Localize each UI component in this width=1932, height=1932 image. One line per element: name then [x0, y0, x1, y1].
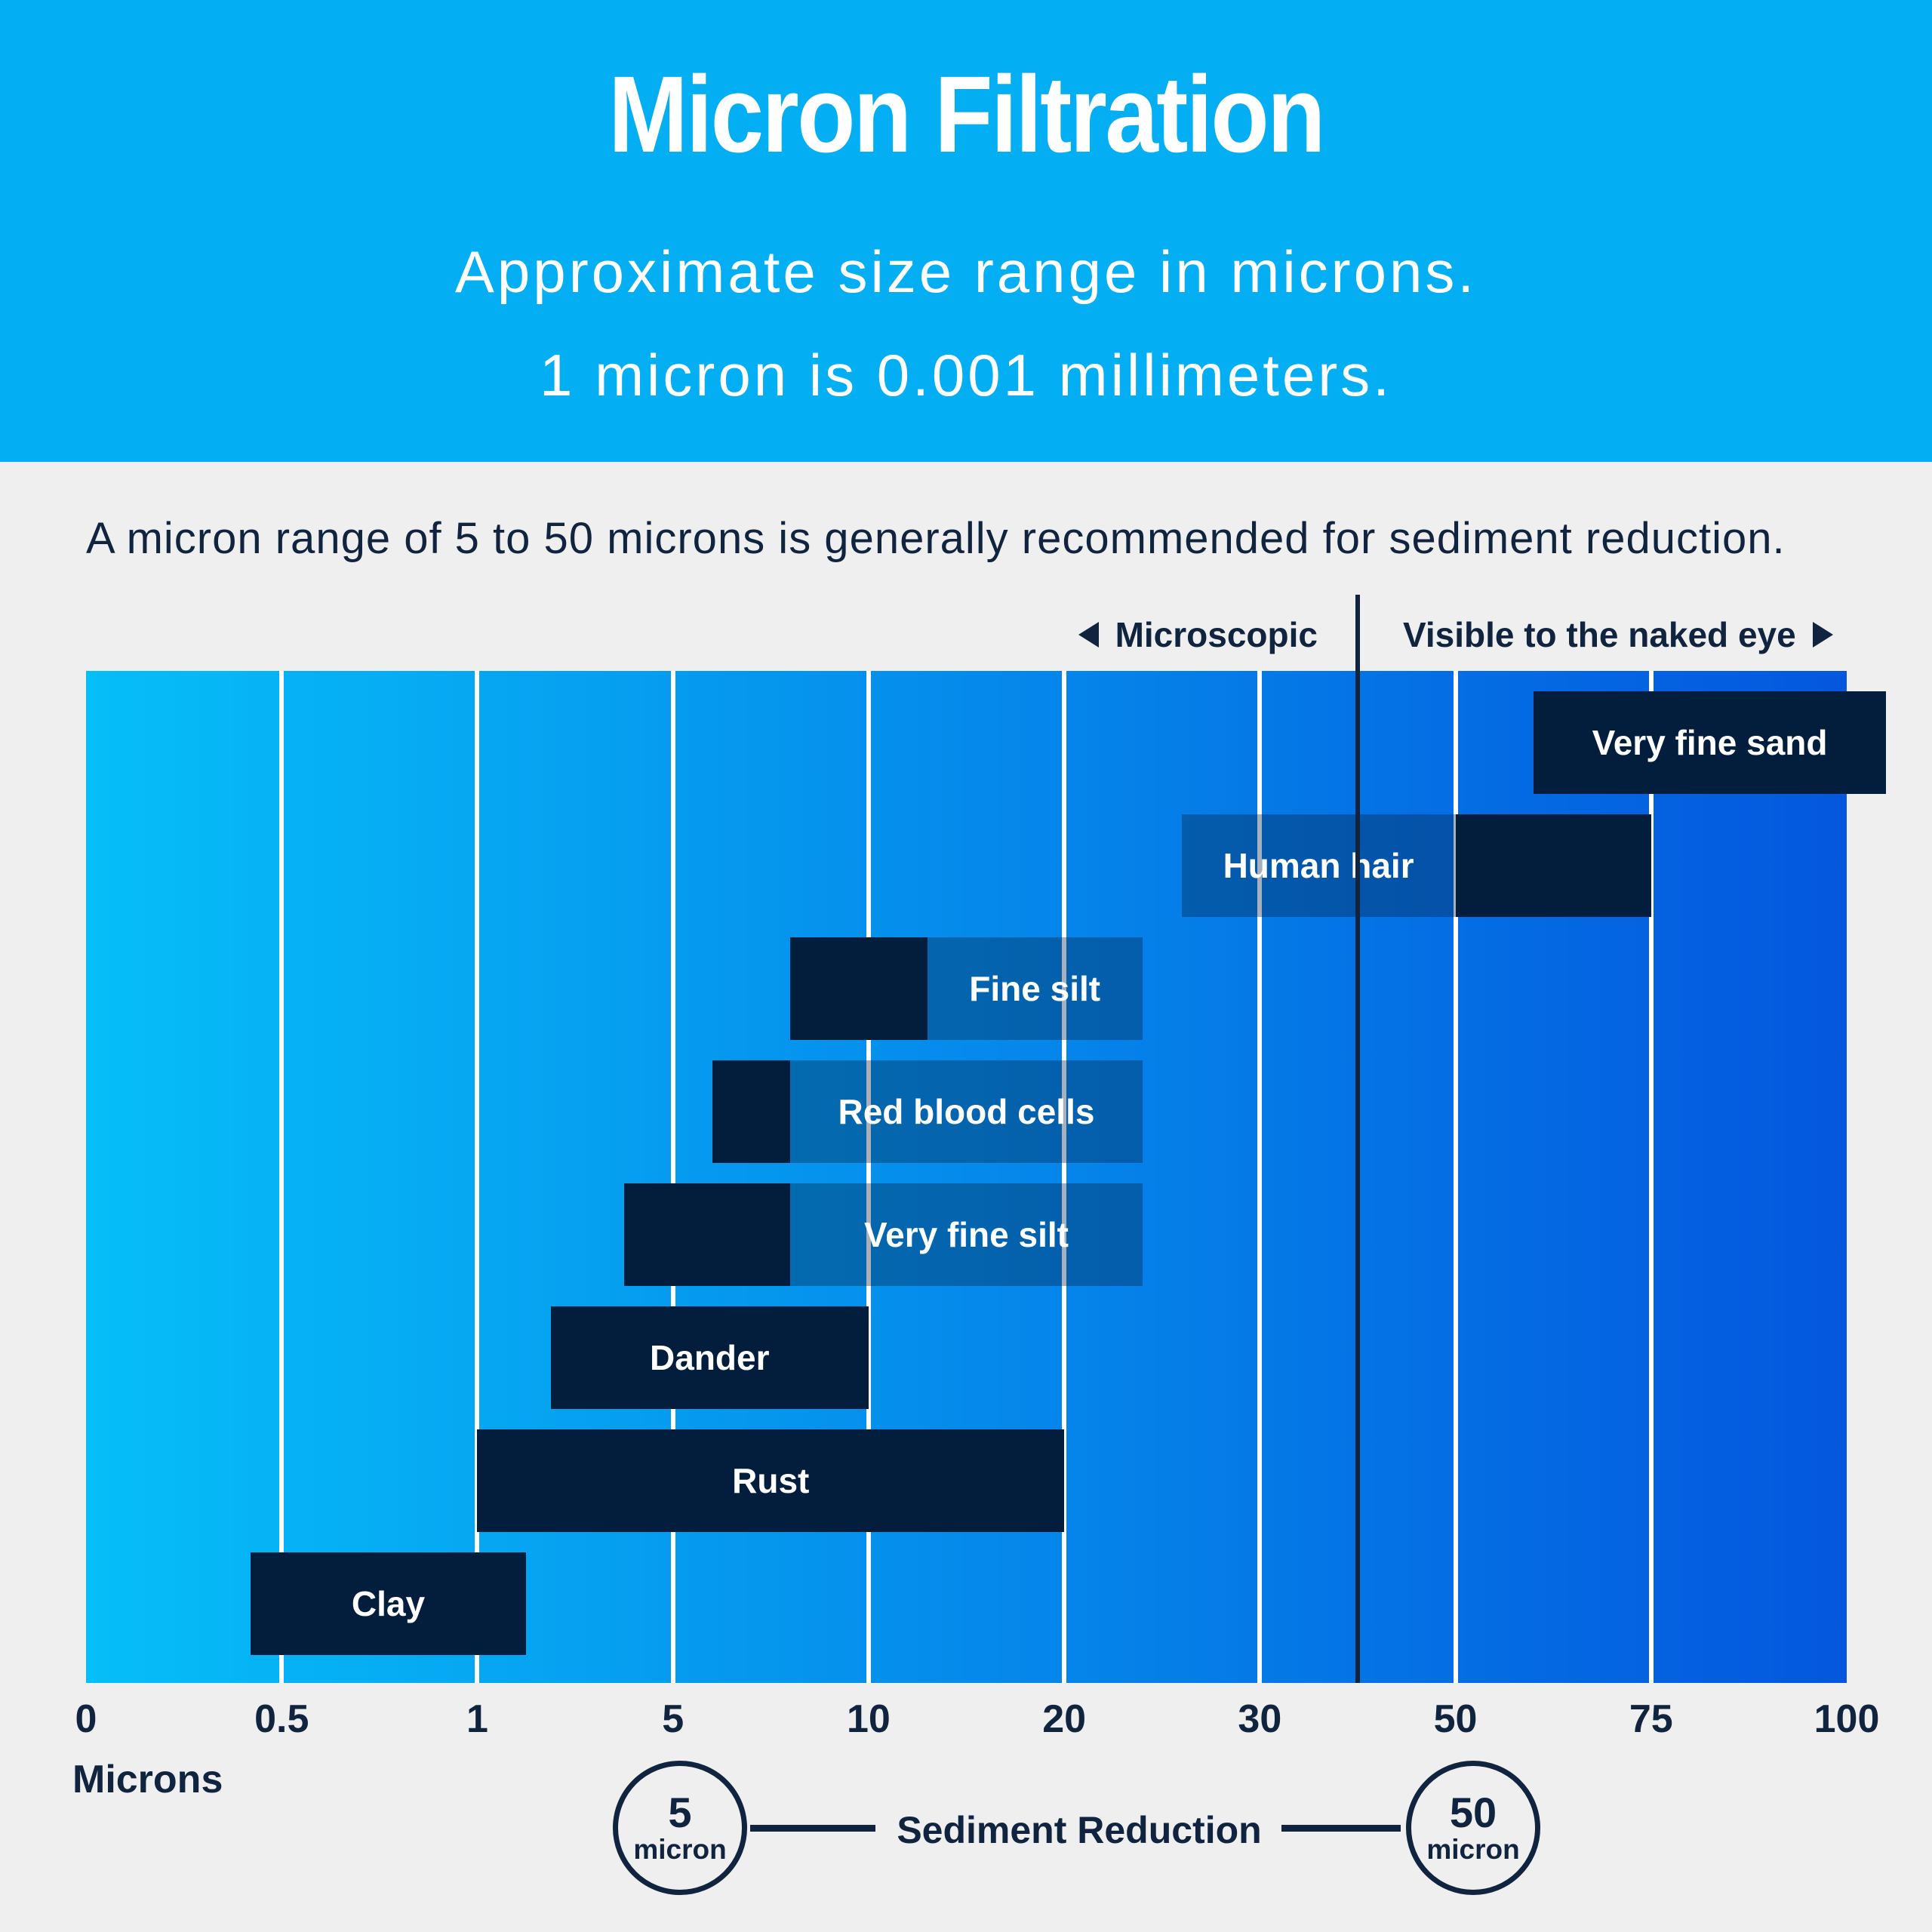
- tick-20: 20: [1042, 1697, 1087, 1741]
- visible-label-text: Visible to the naked eye: [1403, 615, 1796, 654]
- x-axis-ticks: 0 0.5 1 5 10 20 30 50 75 100: [75, 1697, 1880, 1742]
- bar-row-very-fine-silt: Very fine silt: [86, 1183, 1847, 1286]
- tick-50: 50: [1433, 1697, 1478, 1741]
- page-title: Micron Filtration: [608, 54, 1325, 175]
- header-banner: Micron Filtration Approximate size range…: [0, 0, 1932, 462]
- bar-row-clay: Clay: [86, 1552, 1847, 1655]
- bar-segment: [790, 937, 928, 1040]
- micron-range-chart: Very fine sand Human hair Fine silt Red blo…: [86, 671, 1886, 1683]
- bar-row-rust: Rust: [86, 1429, 1847, 1532]
- label-box: Very fine silt: [790, 1183, 1143, 1286]
- gridline-75: [1648, 671, 1654, 1683]
- label-box: Human hair: [1181, 814, 1456, 917]
- bar-row-red-blood-cells: Red blood cells: [86, 1060, 1847, 1163]
- intro-text: A micron range of 5 to 50 microns is gen…: [86, 514, 1786, 563]
- left-arrow-icon: [1078, 622, 1099, 648]
- right-arrow-icon: [1812, 622, 1833, 648]
- subtitle-line-1: Approximate size range in microns.: [454, 238, 1478, 305]
- visible-region-label: Visible to the naked eye: [1403, 613, 1833, 657]
- bar-row-human-hair: Human hair: [86, 814, 1847, 917]
- tick-1: 1: [466, 1697, 488, 1741]
- microscopic-region-label: Microscopic: [1078, 613, 1318, 657]
- bar-segment: Very fine sand: [1534, 691, 1886, 794]
- fifty-micron-value: 50: [1449, 1789, 1497, 1836]
- bar-row-fine-silt: Fine silt: [86, 937, 1847, 1040]
- bar-segment: [1455, 814, 1651, 917]
- tick-100: 100: [1814, 1697, 1880, 1741]
- bar-segment: Clay: [250, 1552, 527, 1655]
- bar-label: Rust: [732, 1461, 810, 1500]
- fifty-micron-unit: micron: [1426, 1834, 1520, 1865]
- tick-5: 5: [662, 1697, 685, 1741]
- bar-segment: [623, 1183, 791, 1286]
- gridline-20: [1062, 671, 1067, 1683]
- legend-connector-left: [750, 1825, 875, 1832]
- tick-0.5: 0.5: [254, 1697, 309, 1741]
- visibility-divider-line: [1355, 595, 1360, 1683]
- five-micron-unit: micron: [633, 1834, 727, 1865]
- five-micron-value: 5: [668, 1789, 692, 1836]
- fifty-micron-circle: 50 micron: [1406, 1761, 1540, 1895]
- sediment-reduction-label: Sediment Reduction: [897, 1809, 1262, 1851]
- bar-label: Human hair: [1223, 846, 1414, 885]
- bar-label: Dander: [650, 1338, 770, 1377]
- gridline-1: [475, 671, 480, 1683]
- x-axis-label: Microns: [72, 1758, 223, 1801]
- bar-label: Red blood cells: [838, 1092, 1095, 1131]
- label-box: Red blood cells: [790, 1060, 1143, 1163]
- label-box: Fine silt: [927, 937, 1143, 1040]
- bar-segment: [712, 1060, 791, 1163]
- bar-segment: Rust: [477, 1429, 1065, 1532]
- bar-label: Very fine silt: [863, 1215, 1069, 1254]
- gridline-10: [866, 671, 871, 1683]
- gridline-30: [1257, 671, 1263, 1683]
- bar-label: Clay: [351, 1584, 426, 1623]
- tick-75: 75: [1629, 1697, 1673, 1741]
- gridline-50: [1453, 671, 1458, 1683]
- page-subtitle: Approximate size range in microns. 1 mic…: [0, 220, 1932, 427]
- bar-row-very-fine-sand: Very fine sand: [86, 691, 1886, 794]
- subtitle-line-2: 1 micron is 0.001 millimeters.: [540, 342, 1392, 408]
- gridline-0.5: [279, 671, 285, 1683]
- gridline-5: [670, 671, 675, 1683]
- tick-0: 0: [75, 1697, 97, 1741]
- bar-label: Fine silt: [969, 969, 1101, 1008]
- tick-30: 30: [1238, 1697, 1282, 1741]
- microscopic-label-text: Microscopic: [1115, 615, 1318, 654]
- bar-label: Very fine sand: [1592, 723, 1828, 762]
- bar-segment: Dander: [550, 1306, 869, 1409]
- legend-connector-right: [1281, 1825, 1401, 1832]
- tick-10: 10: [846, 1697, 891, 1741]
- five-micron-circle: 5 micron: [613, 1761, 747, 1895]
- bar-row-dander: Dander: [86, 1306, 1847, 1409]
